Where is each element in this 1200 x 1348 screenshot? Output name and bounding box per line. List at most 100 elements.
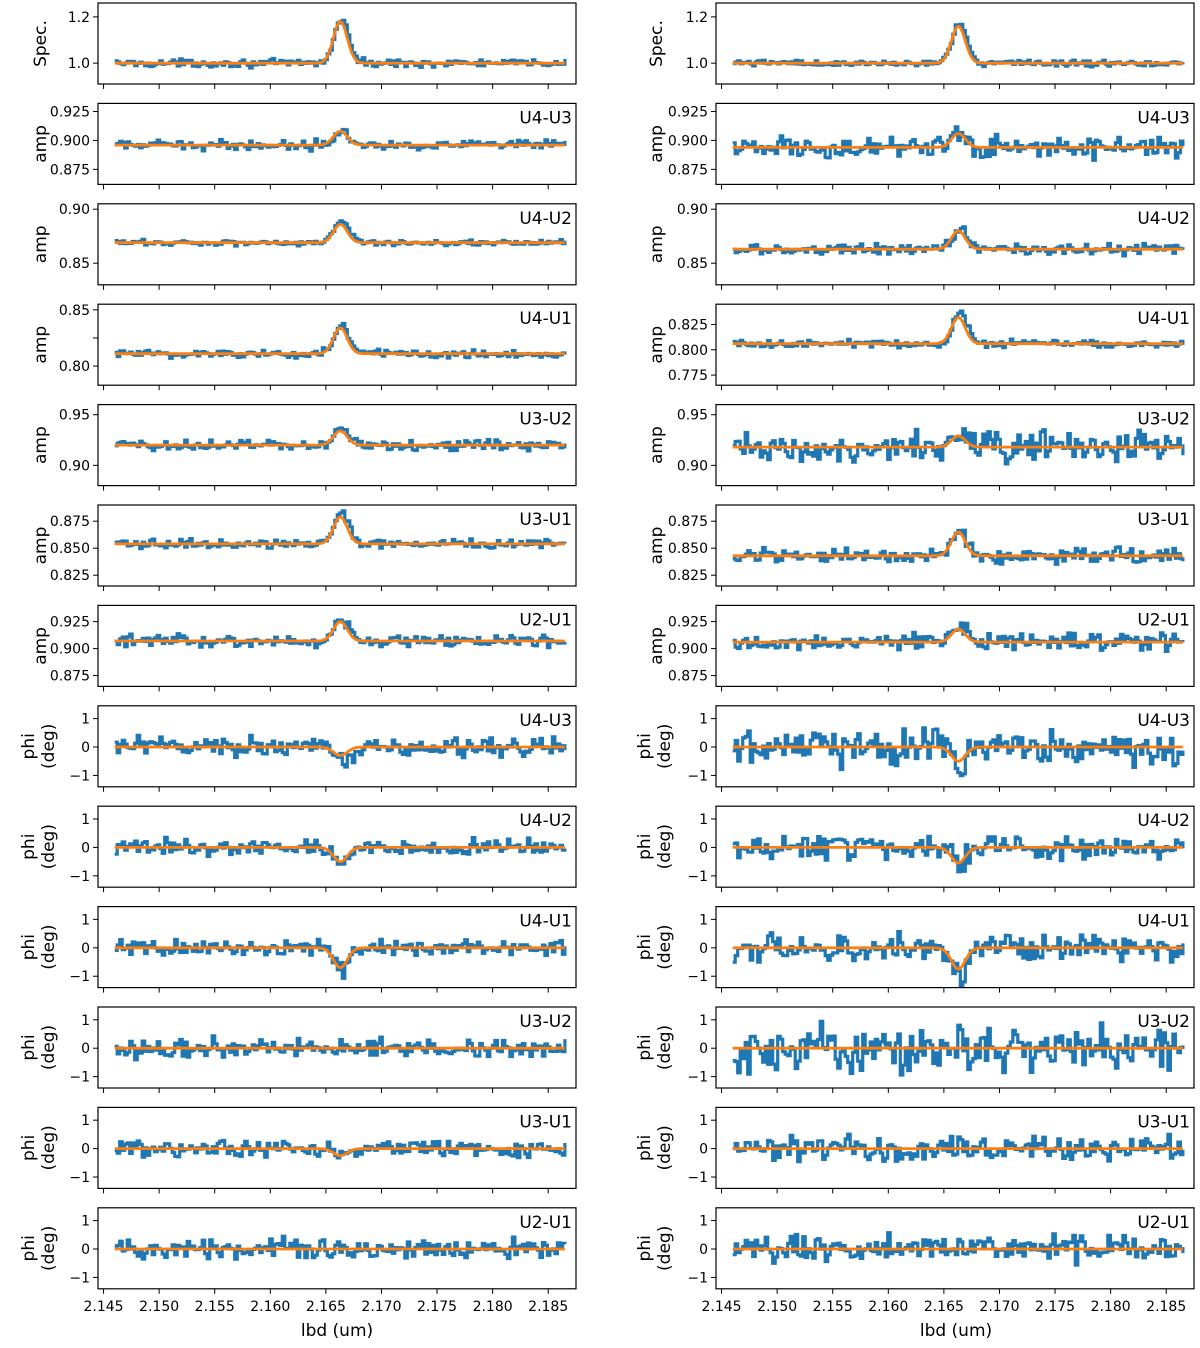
axes-frame [97, 905, 577, 989]
y-axis-label: (deg) [39, 824, 59, 869]
y-tick-label: 1 [81, 712, 90, 728]
panel-1-10: −1 0 1 phi (deg) U3-U2 [635, 1006, 1195, 1093]
axes-frame [715, 504, 1195, 587]
y-tick-label: 0.875 [50, 162, 90, 178]
data-series-line [114, 835, 567, 866]
y-tick-label: 0 [699, 941, 708, 957]
y-tick-label: 0 [81, 740, 90, 756]
data-series-line [114, 18, 567, 70]
x-tick-label: 2.180 [473, 1299, 513, 1315]
y-tick-label: 0.775 [668, 368, 708, 384]
y-tick-label: 0.850 [668, 541, 708, 557]
data-series-line [732, 1132, 1185, 1164]
y-tick-label: −1 [69, 768, 90, 784]
y-tick-label: −1 [687, 1170, 708, 1186]
y-axis-label: Spec. [647, 20, 667, 67]
panel-1-7: −1 0 1 phi (deg) U4-U3 [635, 705, 1195, 792]
y-tick-label: 1.0 [686, 56, 708, 72]
y-tick-label: 0.900 [668, 642, 708, 658]
y-tick-label: 0.90 [59, 202, 90, 218]
data-series-line [114, 618, 567, 650]
panel-1-12: −1 0 1 2.145 2.150 2.155 2.160 2.165 2.170 2.175 2… [635, 1207, 1195, 1315]
axes-frame [97, 2, 577, 85]
y-tick-label: 1 [699, 712, 708, 728]
y-tick-label: 0.90 [677, 202, 708, 218]
model-series-line [114, 326, 565, 356]
y-tick-label: −1 [687, 869, 708, 885]
y-tick-label: 0.90 [677, 458, 708, 474]
panel-0-10: −1 0 1 phi (deg) U3-U2 [19, 1006, 577, 1093]
baseline-label: U3-U2 [519, 1012, 572, 1032]
model-series-line [114, 745, 565, 757]
y-tick-label: −1 [69, 1170, 90, 1186]
y-tick-label: 1.2 [686, 10, 708, 26]
baseline-label: U2-U1 [1137, 610, 1190, 630]
axes-frame [97, 1106, 577, 1190]
model-series-line [732, 530, 1183, 558]
model-series-line [114, 222, 565, 245]
y-tick-label: 0 [81, 840, 90, 856]
y-tick-label: 0 [81, 1242, 90, 1258]
y-tick-label: 0.900 [50, 642, 90, 658]
panel-0-11: −1 0 1 phi (deg) U3-U1 [19, 1106, 577, 1194]
x-tick-label: 2.160 [250, 1299, 290, 1315]
y-axis-label: phi [19, 834, 39, 860]
axes-frame [97, 203, 577, 286]
data-series-line [732, 22, 1185, 69]
y-tick-label: 0.800 [668, 343, 708, 359]
y-tick-label: 0.900 [668, 133, 708, 149]
y-tick-label: 0.925 [50, 615, 90, 631]
baseline-label: U3-U2 [1137, 1012, 1190, 1032]
y-axis-label: amp [647, 326, 667, 364]
y-axis-label: (deg) [39, 924, 59, 969]
y-axis-label: (deg) [39, 1125, 59, 1170]
x-axis-label-right: lbd (um) [920, 1321, 992, 1341]
axes-frame [715, 2, 1195, 85]
baseline-label: U2-U1 [1137, 1213, 1190, 1233]
panel-1-8: −1 0 1 phi (deg) U4-U2 [635, 805, 1195, 893]
baseline-label: U3-U1 [519, 1112, 572, 1132]
y-tick-label: 0.875 [668, 162, 708, 178]
baseline-label: U4-U3 [519, 711, 572, 731]
panel-1-4: 0.90 0.95 amp U3-U2 [647, 404, 1195, 491]
model-series-line [114, 129, 565, 147]
model-series-line [114, 946, 565, 970]
baseline-label: U2-U1 [519, 610, 572, 630]
model-series-line [732, 434, 1183, 449]
y-axis-label: amp [647, 426, 667, 464]
y-tick-label: −1 [687, 1070, 708, 1086]
baseline-label: U4-U2 [519, 209, 572, 229]
y-axis-label: amp [31, 527, 51, 565]
axes-frame [97, 303, 577, 386]
y-axis-label: (deg) [39, 724, 59, 769]
y-tick-label: 1 [81, 912, 90, 928]
y-axis-label: (deg) [655, 924, 675, 969]
y-tick-label: −1 [69, 869, 90, 885]
y-axis-label: amp [647, 125, 667, 163]
baseline-label: U4-U1 [519, 912, 572, 932]
panel-0-0: 1.0 1.2 Spec. [31, 2, 577, 89]
axes-frame [715, 102, 1195, 186]
axes-frame [715, 404, 1195, 487]
y-axis-label: (deg) [39, 1226, 59, 1271]
axes-frame [715, 604, 1195, 688]
x-tick-label: 2.155 [813, 1299, 853, 1315]
y-tick-label: 0.80 [59, 359, 90, 375]
y-axis-label: amp [647, 627, 667, 665]
y-axis-label: amp [31, 326, 51, 364]
y-tick-label: 0.875 [668, 669, 708, 685]
panel-1-0: 1.0 1.2 Spec. [647, 2, 1195, 89]
y-tick-label: 0 [699, 1041, 708, 1057]
y-tick-label: 1 [81, 812, 90, 828]
x-axis-label-left: lbd (um) [301, 1321, 373, 1341]
data-series-line [114, 937, 567, 980]
baseline-label: U4-U2 [1137, 811, 1190, 831]
model-series-line [114, 1147, 565, 1158]
y-axis-label: (deg) [655, 1226, 675, 1271]
panel-0-2: 0.85 0.90 amp U4-U2 [31, 202, 577, 290]
baseline-label: U4-U3 [519, 108, 572, 128]
y-axis-label: phi [635, 1235, 655, 1261]
